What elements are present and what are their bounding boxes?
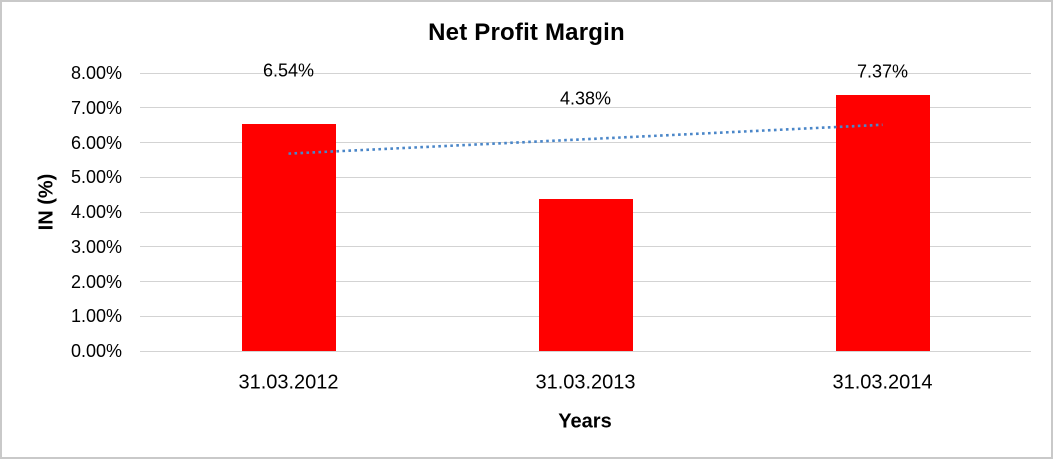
bar-31.03.2014: [836, 95, 930, 351]
x-tick-label: 31.03.2012: [238, 372, 338, 395]
bar-value-label: 6.54%: [263, 61, 314, 82]
y-tick-label: 0.00%: [2, 340, 122, 362]
y-tick-label: 2.00%: [2, 271, 122, 293]
y-tick-label: 5.00%: [2, 166, 122, 188]
bar-31.03.2013: [539, 199, 633, 351]
y-tick-label: 6.00%: [2, 132, 122, 154]
y-tick-label: 4.00%: [2, 201, 122, 223]
x-axis-title: Years: [558, 411, 611, 434]
bar-value-label: 7.37%: [857, 62, 908, 83]
y-tick-label: 7.00%: [2, 97, 122, 119]
y-tick-label: 8.00%: [2, 62, 122, 84]
x-tick-label: 31.03.2013: [535, 372, 635, 395]
y-tick-label: 1.00%: [2, 305, 122, 327]
chart-title: Net Profit Margin: [2, 19, 1051, 47]
bar-value-label: 4.38%: [560, 89, 611, 110]
y-tick-label: 3.00%: [2, 236, 122, 258]
y-axis-title: IN (%): [36, 174, 59, 231]
x-tick-label: 31.03.2014: [832, 372, 932, 395]
bar-31.03.2012: [242, 124, 336, 351]
